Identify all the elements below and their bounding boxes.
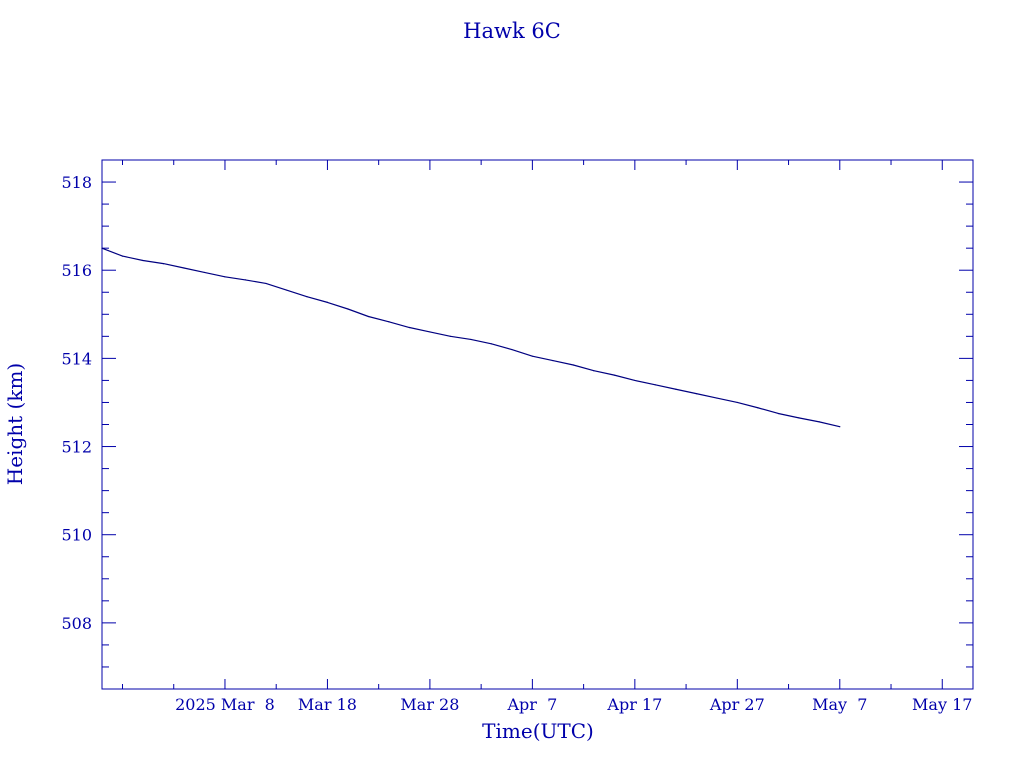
data-point xyxy=(347,308,349,310)
data-point xyxy=(757,407,759,409)
data-point xyxy=(449,335,451,337)
data-point xyxy=(183,267,185,269)
data-point xyxy=(388,321,390,323)
data-point xyxy=(429,331,431,333)
data-point xyxy=(777,412,779,415)
data-point xyxy=(675,388,677,390)
data-point xyxy=(203,271,206,274)
y-tick-label: 508 xyxy=(61,614,92,633)
data-point xyxy=(142,259,144,262)
x-tick-label: Mar 28 xyxy=(400,695,459,714)
data-point xyxy=(367,315,370,318)
y-tick-label: 518 xyxy=(61,173,92,192)
data-point xyxy=(654,384,656,386)
data-point xyxy=(490,343,492,345)
data-point xyxy=(224,276,226,278)
y-tick-label: 510 xyxy=(61,526,92,545)
data-point xyxy=(265,282,267,285)
x-tick-label: May 7 xyxy=(812,695,867,714)
data-point xyxy=(101,247,103,249)
y-tick-label: 512 xyxy=(61,438,92,457)
x-tick-label: 2025 Mar 8 xyxy=(175,695,275,714)
data-point xyxy=(839,426,841,428)
y-tick-label: 516 xyxy=(61,261,92,280)
data-point xyxy=(162,262,165,265)
series-layer xyxy=(101,247,841,428)
y-axis-label: Height (km) xyxy=(3,363,27,485)
data-point xyxy=(306,296,308,298)
chart-title: Hawk 6C xyxy=(463,19,561,43)
data-point xyxy=(326,301,329,303)
x-axis-label: Time(UTC) xyxy=(482,719,594,743)
data-point xyxy=(408,326,411,329)
x-axis-ticks xyxy=(121,160,943,689)
data-point xyxy=(470,338,472,341)
data-point xyxy=(552,359,554,362)
series-line-group xyxy=(101,247,841,428)
data-point xyxy=(531,355,533,357)
data-point xyxy=(285,289,288,291)
x-tick-label: Apr 17 xyxy=(606,695,662,714)
x-tick-label: May 17 xyxy=(912,695,972,714)
x-tick-label: Mar 18 xyxy=(298,695,357,714)
data-point xyxy=(572,364,574,366)
data-point xyxy=(695,393,697,395)
data-point xyxy=(511,348,513,351)
x-axis-tick-labels: 2025 Mar 8 Mar 18 Mar 28 Apr 7 Apr 17 Apr 27 M… xyxy=(175,695,972,714)
series-line xyxy=(101,247,840,428)
data-point xyxy=(613,374,615,376)
data-point xyxy=(121,255,124,257)
data-point xyxy=(798,417,800,419)
data-point xyxy=(818,421,820,423)
data-point xyxy=(736,401,738,404)
data-point xyxy=(593,370,595,372)
x-tick-label: Apr 27 xyxy=(709,695,765,714)
x-tick-label: Apr 7 xyxy=(506,695,557,714)
data-point xyxy=(716,397,718,399)
y-axis-ticks xyxy=(102,159,973,690)
y-tick-label: 514 xyxy=(61,349,92,368)
data-point xyxy=(634,379,636,382)
data-point xyxy=(244,279,247,281)
y-axis-tick-labels: 508 510 512 514 516 518 xyxy=(61,173,92,633)
plot-frame xyxy=(101,159,974,690)
